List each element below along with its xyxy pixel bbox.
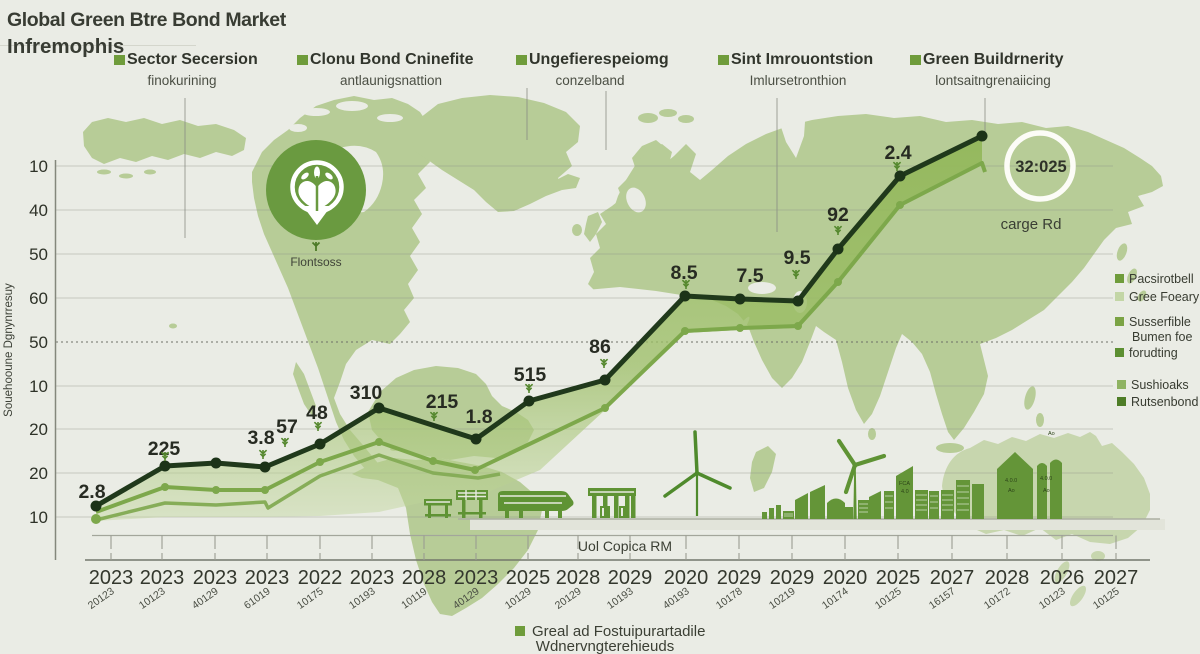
svg-text:50: 50 [29,245,48,264]
svg-text:515: 515 [514,364,547,386]
svg-text:Ao: Ao [1048,431,1055,437]
svg-text:2020: 2020 [664,567,709,589]
svg-text:antlaunigsnattion: antlaunigsnattion [340,73,442,88]
svg-text:2025: 2025 [506,567,551,589]
svg-text:225: 225 [148,438,181,460]
svg-text:2029: 2029 [717,567,762,589]
svg-text:Clonu Bond Cninefite: Clonu Bond Cninefite [310,51,474,68]
svg-text:92: 92 [827,204,849,226]
svg-text:2028: 2028 [556,567,601,589]
svg-text:10: 10 [29,508,48,527]
svg-text:32:025: 32:025 [1015,158,1066,176]
svg-text:2029: 2029 [608,567,653,589]
svg-text:86: 86 [589,336,611,358]
svg-text:Imlursetronthion: Imlursetronthion [750,73,847,88]
svg-text:3.8: 3.8 [247,427,274,449]
svg-text:2.8: 2.8 [78,481,105,503]
svg-text:Global Green Btre Bond Market: Global Green Btre Bond Market [7,9,287,31]
svg-text:2023: 2023 [454,567,499,589]
svg-text:2023: 2023 [245,567,290,589]
svg-text:2028: 2028 [402,567,447,589]
svg-text:50: 50 [29,333,48,352]
svg-text:finokurining: finokurining [147,73,216,88]
svg-text:Ao: Ao [1008,488,1015,494]
svg-text:Souehooune Dgnynrresuy: Souehooune Dgnynrresuy [3,283,15,417]
svg-text:2022: 2022 [298,567,343,589]
svg-text:2027: 2027 [930,567,975,589]
svg-text:2020: 2020 [823,567,868,589]
svg-text:9.5: 9.5 [783,247,810,269]
svg-text:lontsaitngrenaiicing: lontsaitngrenaiicing [935,73,1051,88]
svg-text:2023: 2023 [350,567,395,589]
svg-text:60: 60 [29,289,48,308]
svg-text:310: 310 [350,382,383,404]
svg-text:7.5: 7.5 [736,265,763,287]
svg-text:20: 20 [29,464,48,483]
svg-text:10: 10 [29,157,48,176]
svg-text:2025: 2025 [876,567,921,589]
svg-text:2023: 2023 [140,567,185,589]
svg-text:57: 57 [276,416,298,438]
svg-text:Susserfible: Susserfible [1129,315,1191,329]
svg-text:Ao: Ao [1043,488,1050,494]
svg-text:Gree Foeary: Gree Foeary [1129,290,1200,304]
svg-text:Pacsirotbell: Pacsirotbell [1129,272,1194,286]
svg-text:2.4: 2.4 [884,142,911,164]
svg-text:forudting: forudting [1129,346,1178,360]
svg-text:Greal ad Fostuipurartadile: Greal ad Fostuipurartadile [532,623,705,640]
svg-text:2029: 2029 [770,567,815,589]
svg-text:215: 215 [426,391,459,413]
svg-text:conzelband: conzelband [555,73,624,88]
svg-text:4.0.0: 4.0.0 [1005,478,1017,484]
svg-text:carge Rd: carge Rd [1001,216,1062,233]
svg-text:8.5: 8.5 [670,262,697,284]
svg-text:Green Buildrnerity: Green Buildrnerity [923,51,1064,68]
svg-text:Bumen foe: Bumen foe [1132,330,1193,344]
svg-text:FCA: FCA [899,481,910,487]
svg-text:2027: 2027 [1094,567,1139,589]
svg-text:Rutsenbond: Rutsenbond [1131,395,1198,409]
svg-text:Sector Secersion: Sector Secersion [127,51,258,68]
svg-text:Infremophis: Infremophis [7,35,124,58]
svg-text:10: 10 [29,377,48,396]
svg-text:1.8: 1.8 [465,406,492,428]
svg-text:Sushioaks: Sushioaks [1131,378,1189,392]
svg-text:4.0: 4.0 [901,489,909,495]
svg-text:20: 20 [29,420,48,439]
svg-text:2023: 2023 [193,567,238,589]
svg-text:Uol Copica RM: Uol Copica RM [578,538,672,554]
svg-text:Sint Imrouontstion: Sint Imrouontstion [731,51,873,68]
svg-text:2026: 2026 [1040,567,1085,589]
svg-text:48: 48 [306,402,328,424]
svg-text:Wdnervngterehieuds: Wdnervngterehieuds [536,638,674,654]
svg-text:Ungefierespeiomg: Ungefierespeiomg [529,51,669,68]
svg-text:4.0.0: 4.0.0 [1040,476,1052,482]
svg-text:2028: 2028 [985,567,1030,589]
svg-text:40: 40 [29,201,48,220]
svg-text:2023: 2023 [89,567,134,589]
svg-text:Flontsoss: Flontsoss [290,255,341,269]
